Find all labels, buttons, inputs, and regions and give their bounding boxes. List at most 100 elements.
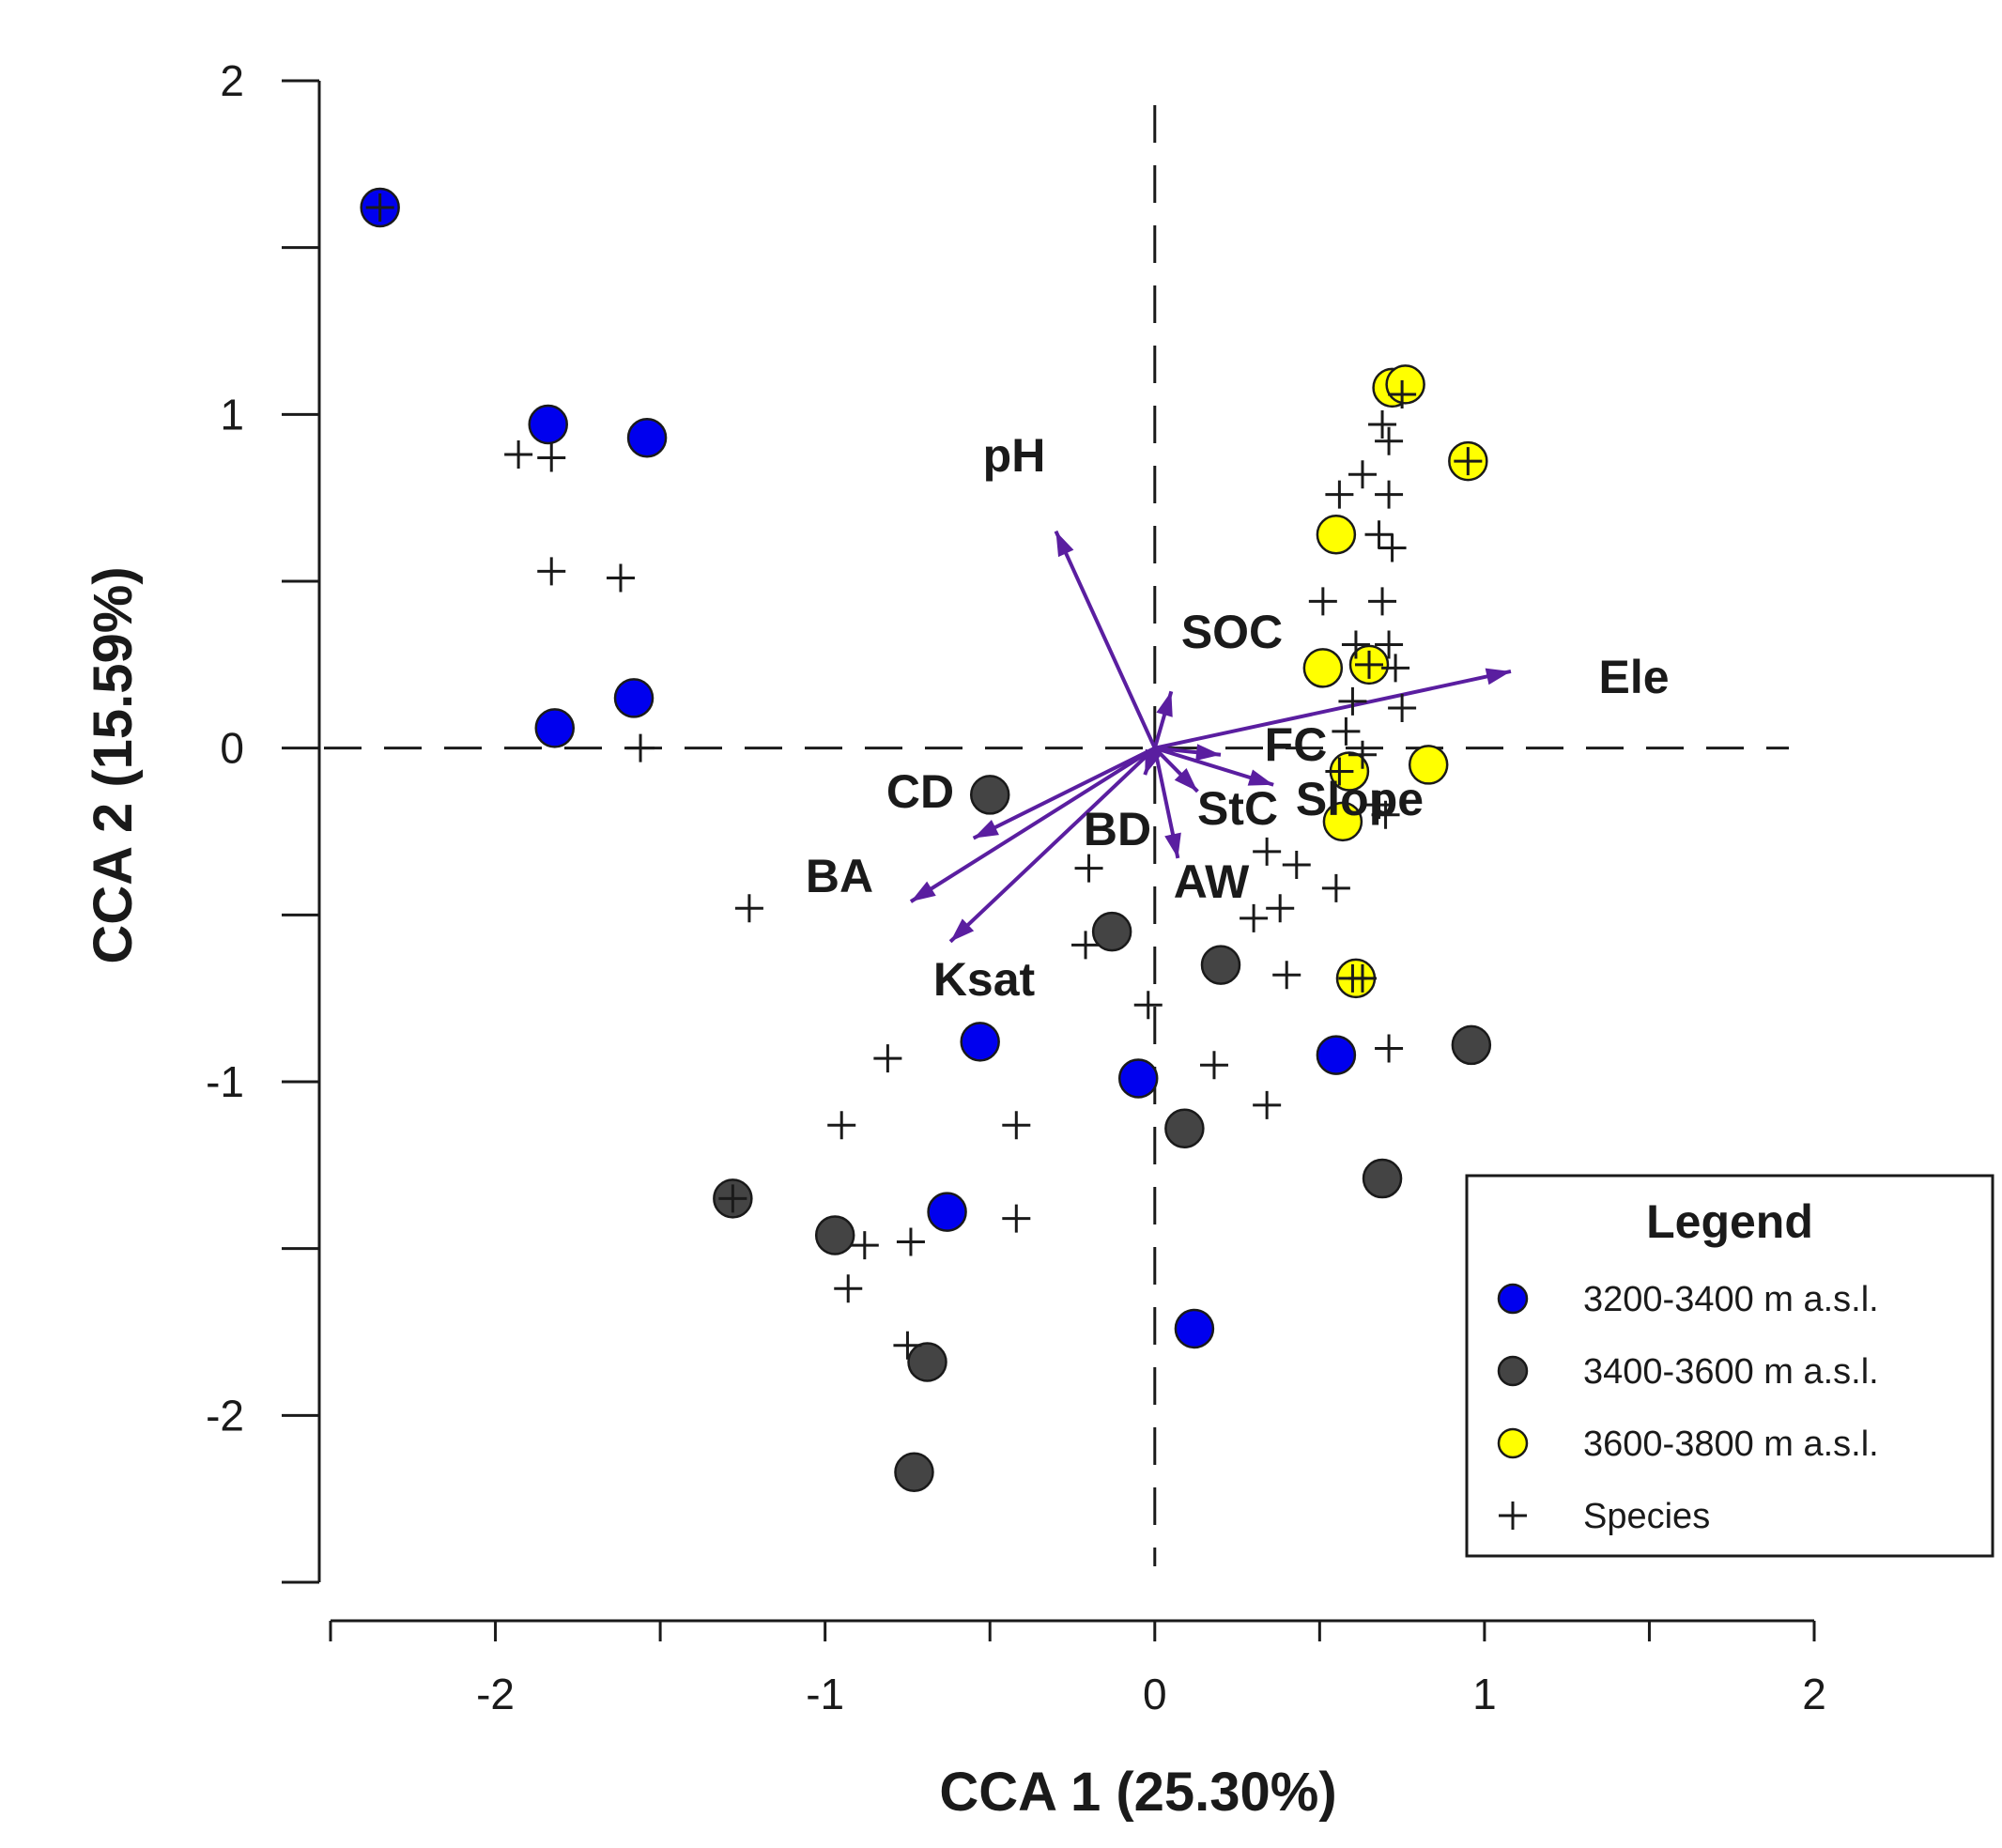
species-point	[1199, 1051, 1228, 1080]
vector-arrowhead	[950, 918, 975, 942]
species-point	[827, 1111, 856, 1140]
sample-point	[814, 1215, 855, 1255]
species-point	[1348, 963, 1377, 993]
species-point	[1388, 694, 1417, 723]
species-point	[896, 1227, 925, 1256]
species-point	[1375, 630, 1404, 659]
legend: Legend 3200-3400 m a.s.l. 3400-3600 m a.s…	[1465, 1174, 1994, 1558]
sample-point	[1316, 1035, 1357, 1075]
species-point	[626, 733, 655, 762]
species-point	[606, 563, 635, 593]
y-tick-label: 2	[220, 56, 244, 105]
vector-label-ba: BA	[806, 850, 873, 902]
vector-arrowhead	[973, 819, 999, 839]
species-point	[1240, 903, 1269, 932]
sample-point	[1316, 515, 1357, 555]
species-point	[1388, 380, 1417, 409]
sample-point	[1451, 1024, 1492, 1066]
species-point	[718, 1184, 747, 1213]
species-point	[1308, 587, 1337, 616]
legend-entry: 3400-3600 m a.s.l.	[1583, 1352, 1879, 1392]
vector-label-ph: pH	[983, 429, 1046, 482]
sample-point	[969, 775, 1010, 815]
vector-arrowhead	[1247, 769, 1274, 786]
vector-arrowhead	[1195, 744, 1221, 762]
species-point	[1325, 757, 1354, 786]
y-axis-title: CCA 2 (15.59%)	[83, 566, 144, 963]
species-point	[1074, 854, 1103, 883]
axes: -2 -1 0 1 2 2 1 0 -1 -2	[206, 56, 1826, 1718]
vector-label-cd: CD	[886, 765, 954, 818]
vector-arrowhead	[1156, 691, 1173, 717]
species-point	[1375, 426, 1404, 455]
species-point	[834, 1274, 863, 1303]
sample-point	[1091, 911, 1132, 952]
vector-ba	[909, 746, 1156, 903]
species-point	[537, 557, 566, 586]
legend-marker-species	[1499, 1502, 1527, 1530]
x-tick-label: 0	[1143, 1670, 1167, 1718]
legend-box	[1465, 1174, 1994, 1558]
y-tick-label: 1	[220, 390, 244, 439]
species-point	[1002, 1111, 1031, 1140]
species-point	[1272, 961, 1301, 990]
reference-lines	[324, 105, 1789, 1566]
sample-point	[528, 404, 568, 445]
vector-label-ksat: Ksat	[933, 953, 1036, 1006]
species-point	[1355, 650, 1383, 679]
species-point	[893, 1331, 922, 1360]
species-point	[1332, 716, 1361, 746]
sample-point	[894, 1452, 934, 1492]
vector-arrowhead	[1174, 768, 1198, 792]
sample-point	[1408, 745, 1449, 785]
vector-ph	[1054, 530, 1157, 749]
species-point	[1371, 800, 1400, 829]
species-point	[1282, 851, 1311, 880]
vector-label-aw: AW	[1174, 855, 1250, 908]
sample-points	[360, 187, 1492, 1492]
sample-point	[907, 1342, 947, 1382]
species-point	[1071, 931, 1101, 960]
vector-ksat	[948, 747, 1157, 944]
legend-marker	[1497, 1355, 1529, 1387]
species-point	[1325, 480, 1354, 509]
species-point	[1321, 873, 1350, 902]
vector-label-slope: Slope	[1296, 773, 1424, 825]
sample-point	[1362, 1158, 1403, 1199]
species-point	[850, 1231, 879, 1260]
species-point	[1368, 409, 1397, 439]
vector-label-soc: SOC	[1181, 606, 1283, 658]
species-points	[365, 193, 1483, 1360]
x-axis-title: CCA 1 (25.30%)	[939, 1762, 1336, 1823]
species-point	[873, 1044, 902, 1073]
legend-title: Legend	[1646, 1195, 1813, 1248]
species-point	[1378, 533, 1407, 562]
species-point	[365, 193, 394, 223]
species-point	[1348, 460, 1377, 489]
sample-point	[1117, 1058, 1159, 1099]
species-point	[1381, 654, 1410, 683]
x-tick-label: -1	[806, 1670, 844, 1718]
vector-arrowhead	[1164, 832, 1181, 858]
sample-point	[626, 417, 668, 458]
legend-entry: 3600-3800 m a.s.l.	[1583, 1424, 1879, 1464]
y-tick-label: -1	[206, 1057, 244, 1106]
species-point	[1266, 894, 1295, 923]
x-tick-label: -2	[476, 1670, 515, 1718]
vector-label-fc: FC	[1265, 718, 1328, 771]
sample-point	[1200, 945, 1241, 985]
sample-point	[960, 1022, 1000, 1062]
legend-entry: Species	[1583, 1497, 1710, 1536]
species-point	[1253, 1090, 1282, 1119]
sample-point	[1164, 1108, 1205, 1148]
x-tick-label: 2	[1802, 1670, 1826, 1718]
y-tick-label: -2	[206, 1391, 244, 1440]
sample-point	[927, 1192, 967, 1232]
y-tick-label: 0	[220, 724, 244, 773]
species-point	[1375, 1034, 1404, 1063]
vector-label-ele: Ele	[1598, 651, 1669, 703]
species-point	[537, 443, 566, 472]
sample-point	[1385, 364, 1425, 405]
